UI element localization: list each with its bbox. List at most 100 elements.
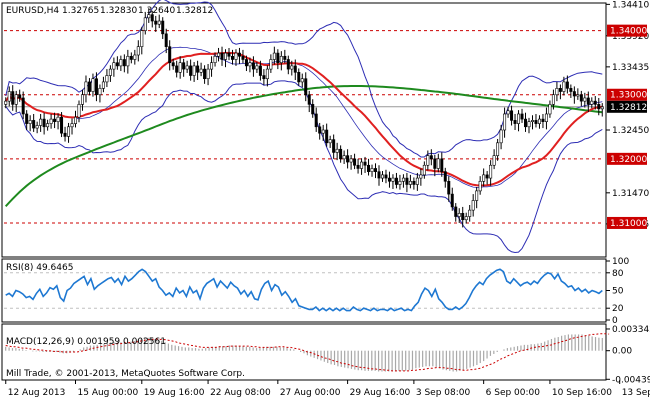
candle-body-126 <box>443 171 447 182</box>
candle-11 <box>42 112 46 135</box>
candle-body-135 <box>475 190 479 201</box>
candle-body-28 <box>101 81 105 89</box>
candle-body-78 <box>276 52 280 63</box>
candle-134 <box>471 194 475 217</box>
macd-tick-label-1: 0.00 <box>612 347 632 357</box>
candle-159 <box>558 84 562 100</box>
candle-75 <box>265 65 269 87</box>
candle-body-82 <box>290 65 294 70</box>
candle-body-15 <box>56 116 60 122</box>
candle-45 <box>161 17 165 39</box>
candle-90 <box>318 122 322 140</box>
candle-8 <box>32 113 36 132</box>
rsi-tick-label-4: 0 <box>612 316 618 326</box>
candle-57 <box>203 65 207 84</box>
candle-169 <box>593 96 597 110</box>
candle-116 <box>408 174 412 189</box>
price-level-lines <box>4 30 604 224</box>
candle-107 <box>377 165 381 186</box>
candle-79 <box>279 51 283 71</box>
candle-132 <box>464 212 468 224</box>
candle-121 <box>426 150 430 171</box>
candle-170 <box>597 97 601 116</box>
candle-103 <box>363 156 367 173</box>
candle-body-54 <box>192 65 196 76</box>
moving-average-long-line <box>4 85 603 207</box>
candle-5 <box>21 91 25 120</box>
candle-body-144 <box>506 110 510 115</box>
candle-body-155 <box>544 113 548 122</box>
candle-35 <box>126 49 130 74</box>
candle-body-46 <box>164 33 168 47</box>
candle-body-36 <box>129 55 133 60</box>
candle-23 <box>84 75 88 103</box>
candle-body-93 <box>328 139 332 144</box>
candle-78 <box>276 49 280 70</box>
macd-panel: MACD(12,26,9) 0.001959 0.002561 Mill Tra… <box>1 323 610 381</box>
candle-body-168 <box>590 100 594 105</box>
candle-77 <box>272 46 276 65</box>
candle-body-108 <box>380 174 384 179</box>
bollinger-upper-line <box>5 0 603 158</box>
candle-body-44 <box>157 20 161 25</box>
candle-body-153 <box>537 118 541 124</box>
candle-body-59 <box>210 62 214 70</box>
time-tick-label-7: 6 Sep 00:00 <box>486 388 541 398</box>
candle-body-24 <box>87 81 91 92</box>
candle-56 <box>199 62 203 77</box>
candle-152 <box>534 113 538 128</box>
candle-body-131 <box>461 213 465 221</box>
candle-body-143 <box>503 113 507 131</box>
candle-body-42 <box>150 14 154 22</box>
macd-signal-line <box>5 333 610 372</box>
candle-body-88 <box>311 104 315 115</box>
candle-body-69 <box>244 59 248 67</box>
candle-151 <box>530 115 534 130</box>
candle-153 <box>537 115 541 129</box>
candle-166 <box>583 92 587 108</box>
candle-89 <box>314 107 318 132</box>
time-tick-label-1: 15 Aug 00:00 <box>78 388 139 398</box>
candle-92 <box>325 123 329 147</box>
rsi-tick-label-2: 50 <box>612 287 624 297</box>
candle-body-10 <box>39 118 43 126</box>
macd-panel-frame <box>1 323 607 381</box>
candle-111 <box>391 174 395 189</box>
candle-body-111 <box>391 177 395 182</box>
candle-7 <box>28 115 32 132</box>
macd-label: MACD(12,26,9) 0.001959 0.002561 <box>6 337 166 347</box>
candle-99 <box>349 155 353 170</box>
candle-body-9 <box>35 125 39 129</box>
candle-118 <box>415 172 419 191</box>
candle-body-80 <box>283 55 287 60</box>
candle-body-171 <box>600 106 604 110</box>
candle-body-97 <box>342 155 346 160</box>
candle-body-18 <box>67 126 71 137</box>
candle-50 <box>178 56 182 79</box>
candle-16 <box>60 112 64 138</box>
chart-header-symbol: EURUSD,H4 <box>6 6 59 16</box>
candle-body-145 <box>510 110 514 121</box>
candle-66 <box>234 49 238 66</box>
candle-body-41 <box>147 14 151 19</box>
candle-body-34 <box>122 59 126 67</box>
candle-body-103 <box>363 161 367 166</box>
candle-body-12 <box>46 123 50 128</box>
candle-body-35 <box>126 55 130 67</box>
candle-body-22 <box>80 94 84 105</box>
candle-body-98 <box>346 155 350 163</box>
candle-body-32 <box>115 62 119 67</box>
candle-body-162 <box>569 88 573 92</box>
candle-body-21 <box>77 104 81 118</box>
candle-142 <box>499 124 503 150</box>
candle-body-8 <box>32 120 36 129</box>
candle-59 <box>210 56 214 77</box>
candle-20 <box>74 110 78 128</box>
candle-body-50 <box>178 62 182 73</box>
candle-body-72 <box>255 65 259 70</box>
candle-108 <box>380 171 384 182</box>
candle-38 <box>136 40 140 62</box>
candle-32 <box>115 56 119 70</box>
candle-68 <box>241 49 245 64</box>
candle-body-95 <box>335 148 339 153</box>
